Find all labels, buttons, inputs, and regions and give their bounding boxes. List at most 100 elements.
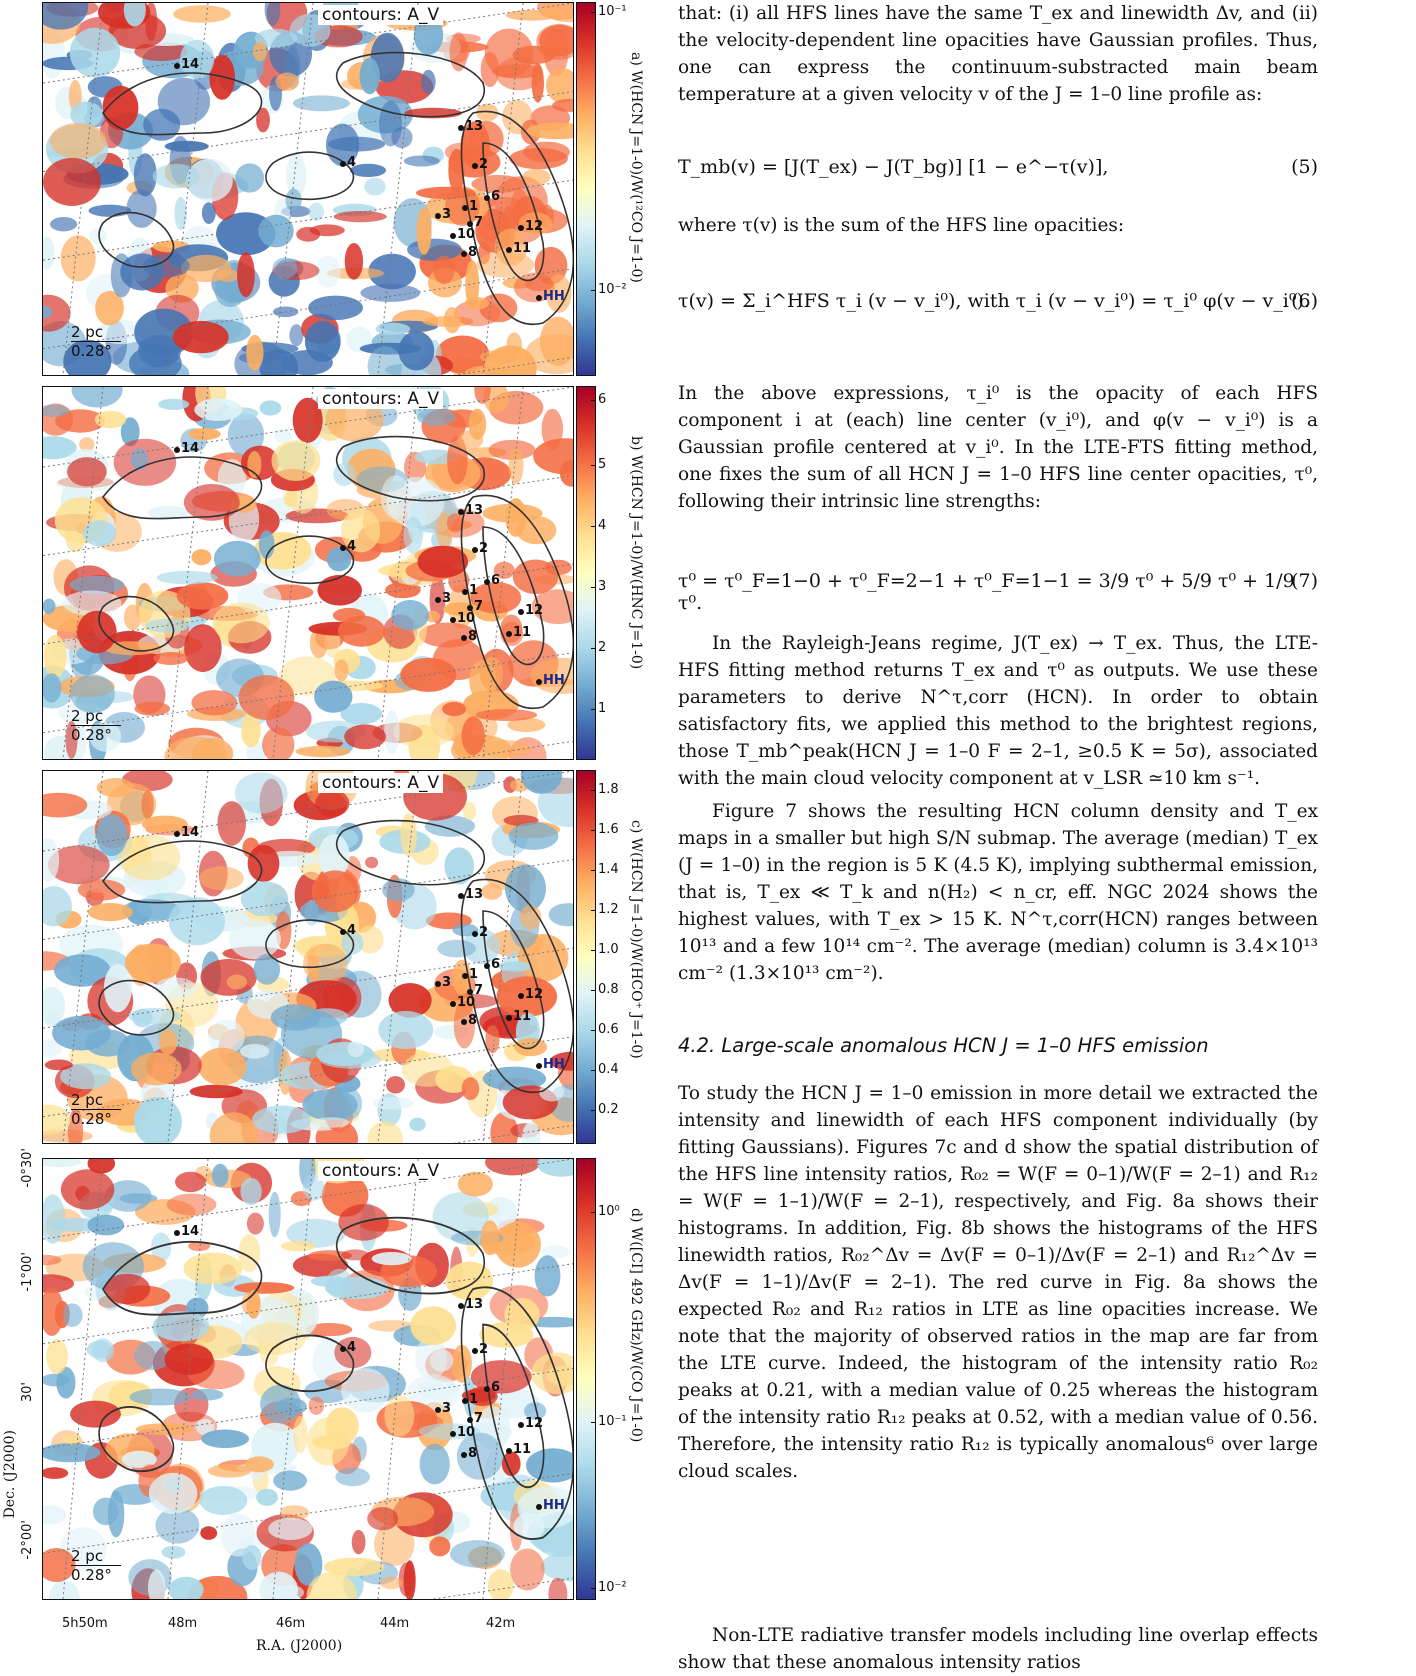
scale-pc: 2 pc [71,323,104,341]
scale-bar: 2 pc 0.28° [71,1547,121,1584]
grid-line-ra [377,771,419,1143]
scale-bar: 2 pc 0.28° [71,707,121,744]
source-marker-14: 14 [181,1223,200,1239]
av-contour [336,435,486,502]
source-marker-dot [484,195,490,201]
source-marker-12: 12 [525,219,544,234]
map-blob [153,1311,210,1342]
source-marker-7: 7 [474,215,484,230]
map-blob [315,255,341,288]
map-blob [133,1096,182,1143]
map-blob [308,295,363,320]
source-marker-dot [450,233,456,239]
map-blob [238,1234,261,1273]
map-blob [209,1112,258,1143]
map-blob [453,300,501,327]
grid-line-dec [452,1124,573,1143]
grid-line-dec [43,268,573,350]
source-marker-dot [484,1386,490,1393]
source-marker-2: 2 [479,1342,489,1358]
grid-line-dec [43,1159,573,1240]
source-marker-dot [174,447,180,453]
paragraph-tau-sum: where τ(v) is the sum of the HFS line op… [678,215,1125,236]
map-blob [393,714,454,749]
map-blob [541,3,573,23]
map-blob [437,939,477,958]
map-blob [207,1464,252,1478]
source-marker-dot [340,161,346,167]
map-blob [504,1297,540,1332]
av-contour [102,456,263,520]
av-contour [98,979,175,1036]
map-blob [382,878,415,902]
map-blob [537,1159,573,1177]
map-blob [479,349,520,364]
map-blob [118,834,181,881]
map-blob [181,254,232,283]
map-blob [465,260,480,309]
map-blob [367,1507,399,1531]
map-blob [43,1104,71,1135]
source-marker-dot [450,617,456,623]
map-blob [148,1569,166,1599]
map-blob [195,1418,215,1436]
map-blob [444,847,475,885]
map-blob [226,974,247,990]
map-blob [201,202,216,225]
map-blob [62,590,122,616]
map-blob [456,1432,503,1480]
grid-line-dec [43,563,573,645]
map-blob [254,28,298,48]
map-blob [127,1008,182,1025]
map-blob [69,575,125,595]
source-marker-11: 11 [513,1441,532,1457]
contours-label: contours: A_V [318,389,444,409]
map-blob [268,1191,281,1238]
grid-line-ra [167,771,209,1143]
av-contour [265,1334,355,1393]
map-blob [359,57,380,95]
map-blob [312,1117,350,1128]
map-blob [164,140,209,152]
dec-axis-label: Dec. (J2000) [2,1430,18,1519]
map-blob [314,680,353,713]
map-blob [43,436,77,460]
map-blob [476,103,499,122]
grid-line-ra [482,3,524,375]
map-blob [340,702,383,725]
av-contour [102,840,263,904]
source-marker-dot [472,1348,478,1355]
map-blob [43,1194,66,1244]
equation-6-body: τ(v) = Σ_i^HFS τ_i (v − v_i⁰), with τ_i … [678,290,1310,312]
equation-5-body: T_mb(v) = [J(T_ex) − J(T_bg)] [1 − e^−τ(… [678,156,1109,178]
grid-line-dec [43,387,573,468]
ra-tick-1: 48m [168,1616,198,1631]
map-blob [148,1472,198,1515]
source-marker-dot [467,989,473,995]
equation-7-number: (7) [1291,570,1318,592]
map-blob [199,866,244,891]
map-blob [293,1416,308,1454]
av-contour [102,1240,263,1316]
grid-line-ra [377,387,419,759]
map-image-c [43,771,573,1143]
source-marker-11: 11 [513,625,532,640]
source-marker-dot [461,251,467,257]
source-marker-dot [435,597,441,603]
map-blob [509,148,568,170]
map-blob [94,410,127,429]
source-marker-6: 6 [491,189,501,204]
source-marker-4: 4 [347,1339,357,1355]
map-blob [184,624,222,672]
map-blob [544,559,572,576]
map-blob [497,961,532,972]
colorbar-label-a: a) W(HCN J=1-0)/W(¹²CO J=1-0) [628,52,644,283]
map-blob [164,1343,214,1375]
map-blob [302,1174,325,1201]
map-blob [365,856,379,869]
map-blob [508,822,559,850]
source-marker-4: 4 [347,923,357,938]
source-marker-dot [450,1431,456,1438]
map-blob [200,958,257,996]
source-marker-dot [340,1345,346,1352]
